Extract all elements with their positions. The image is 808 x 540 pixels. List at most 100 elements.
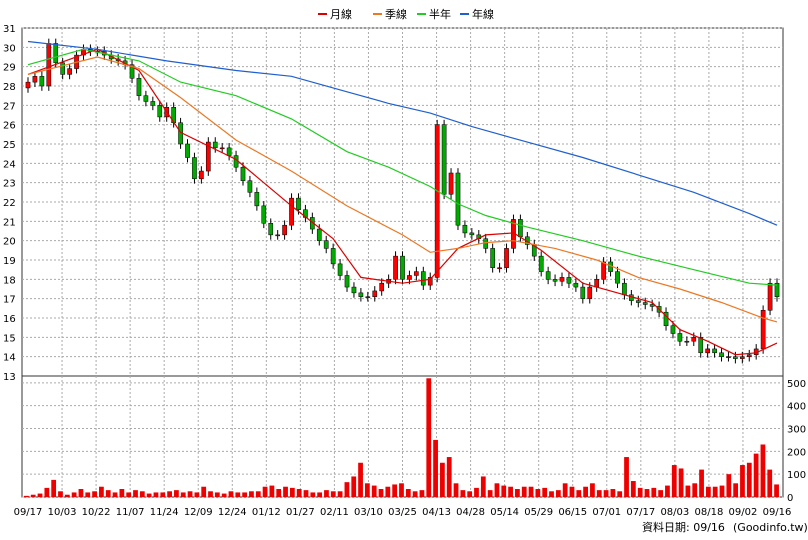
- candle-down: [483, 238, 489, 249]
- date-tick-label: 04/13: [422, 507, 451, 518]
- volume-bar: [317, 492, 323, 497]
- volume-bar: [760, 444, 766, 497]
- volume-bar: [289, 487, 295, 497]
- date-x-axis: 09/17 10/03 10/22 11/07 11/24 12/09 12/24 01/12…: [14, 507, 792, 518]
- candle-down: [622, 282, 627, 296]
- volume-bar: [712, 486, 718, 497]
- candle-up: [684, 340, 690, 343]
- candle-down: [351, 286, 357, 294]
- candle-up: [434, 124, 440, 278]
- candle-down: [518, 219, 523, 238]
- ma-month-line: [27, 48, 778, 356]
- volume-bar: [24, 495, 29, 497]
- date-tick-label: 07/17: [626, 507, 655, 518]
- volume-bar: [685, 485, 691, 497]
- candle-up: [365, 296, 371, 298]
- candle-down: [344, 275, 350, 288]
- volume-bar: [549, 491, 554, 497]
- volume-bar: [542, 487, 548, 497]
- volume-bar: [480, 476, 486, 497]
- candle-down: [192, 157, 197, 180]
- volume-bar: [187, 491, 193, 497]
- price-tick-label: 27: [3, 101, 16, 112]
- price-tick-label: 13: [3, 372, 16, 383]
- price-tick-label: 25: [3, 140, 16, 151]
- candle-up: [46, 43, 52, 87]
- volume-bar: [99, 486, 104, 497]
- volume-bar: [733, 483, 739, 497]
- volume-bar: [467, 491, 473, 497]
- volume-bar: [576, 490, 582, 497]
- volume-bar: [460, 490, 466, 497]
- price-y-axis: 13 14 15 16 17 18 19 20 21 22 23 24 25 26 27 28 29 30 31: [3, 24, 16, 383]
- volume-bar: [303, 490, 309, 497]
- date-tick-label: 08/03: [660, 507, 689, 518]
- volume-bar: [371, 485, 377, 497]
- ma-half-year-line: [27, 48, 778, 286]
- volume-bar: [344, 482, 350, 497]
- price-tick-label: 22: [3, 198, 16, 209]
- volume-bar: [583, 486, 588, 497]
- volume-bar: [651, 487, 657, 497]
- candle-down: [53, 43, 59, 64]
- price-tick-label: 19: [3, 256, 16, 267]
- volume-bar: [746, 462, 752, 497]
- volume-tick-label: 100: [787, 470, 806, 481]
- volume-bar: [37, 493, 43, 497]
- volume-bar: [555, 490, 561, 497]
- volume-bar: [453, 483, 459, 497]
- candle-up: [739, 356, 745, 359]
- date-tick-label: 10/22: [82, 507, 111, 518]
- candle-down: [670, 325, 676, 334]
- candle-down: [573, 282, 579, 288]
- volume-bar: [774, 484, 779, 497]
- ma-year-line: [27, 40, 778, 226]
- price-tick-label: 21: [3, 217, 16, 228]
- date-tick-label: 11/24: [150, 507, 179, 518]
- price-tick-label: 23: [3, 179, 16, 190]
- volume-bar: [269, 485, 275, 497]
- candle-up: [705, 348, 710, 354]
- date-tick-label: 03/25: [388, 507, 417, 518]
- candle-down: [212, 141, 218, 149]
- volume-bar: [324, 490, 329, 497]
- price-tick-label: 16: [3, 314, 16, 325]
- volume-bar: [671, 465, 677, 497]
- volume-bar: [126, 492, 132, 497]
- volume-tick-label: 500: [787, 379, 806, 390]
- volume-bar: [112, 492, 118, 497]
- volume-y-axis: 0 100 200 300 400 500: [787, 379, 806, 504]
- date-tick-label: 09/17: [14, 507, 43, 518]
- volume-bar: [678, 468, 684, 497]
- volume-tick-label: 200: [787, 447, 806, 458]
- candle-down: [296, 197, 301, 210]
- candle-down: [60, 62, 66, 75]
- volume-bar: [44, 487, 50, 497]
- candle-up: [407, 275, 412, 280]
- volume-bar: [487, 490, 493, 497]
- candle-up: [691, 337, 697, 342]
- volume-bar: [351, 476, 357, 497]
- volume-bar: [364, 483, 370, 497]
- candle-up: [393, 255, 398, 280]
- volume-bar: [160, 492, 166, 497]
- volume-bar: [665, 485, 670, 497]
- candle-up: [497, 267, 502, 269]
- volume-bar: [399, 483, 404, 497]
- volume-bar: [146, 493, 152, 497]
- candle-down: [566, 277, 572, 284]
- volume-bar: [249, 491, 254, 497]
- candle-down: [240, 166, 246, 181]
- volume-bar: [385, 486, 391, 497]
- candle-down: [719, 352, 724, 357]
- volume-bar: [658, 490, 664, 497]
- volume-bar: [767, 469, 773, 497]
- candle-up: [219, 147, 225, 150]
- candle-up: [199, 170, 204, 180]
- volume-bar: [167, 491, 172, 497]
- volume-bar: [515, 489, 520, 497]
- candle-down: [316, 228, 322, 241]
- volume-bar: [174, 490, 179, 497]
- volume-bar: [624, 457, 629, 497]
- data-date-label: 資料日期: 09/16: [642, 520, 725, 534]
